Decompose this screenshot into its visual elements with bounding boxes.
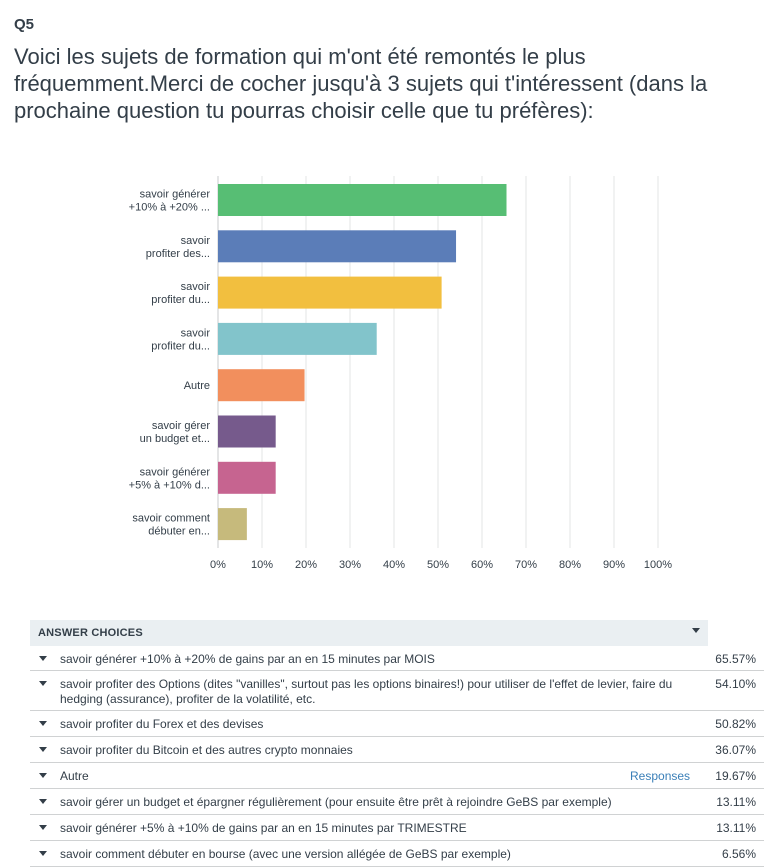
category-label: savoir générer +5% à +10% d...: [129, 466, 211, 491]
bar[interactable]: [218, 322, 377, 355]
question-title: Voici les sujets de formation qui m'ont …: [14, 44, 708, 123]
answer-percent: 6.56%: [721, 847, 756, 861]
category-label: savoir générer +10% à +20% ...: [129, 189, 211, 214]
expand-chevron-icon[interactable]: [39, 825, 47, 830]
x-tick-label: 70%: [515, 559, 537, 571]
expand-chevron-icon[interactable]: [39, 681, 47, 686]
answer-text: savoir gérer un budget et épargner régul…: [60, 795, 612, 809]
answer-percent: 54.10%: [715, 677, 756, 691]
bar-chart: 0% 10% 20% 30% 40% 50% 60% 70% 80% 90% 100% savoir …: [0, 152, 768, 600]
x-tick-label: 50%: [427, 559, 449, 571]
x-tick-label: 40%: [383, 559, 405, 571]
bar[interactable]: [218, 461, 276, 494]
category-label: savoir gérer un budget et...: [140, 420, 211, 445]
x-tick-label: 0%: [210, 559, 226, 571]
x-tick-label: 30%: [339, 559, 361, 571]
expand-chevron-icon[interactable]: [39, 773, 47, 778]
bar[interactable]: [218, 230, 457, 263]
bar[interactable]: [218, 369, 305, 402]
answer-text: savoir générer +5% à +10% de gains par a…: [60, 821, 467, 835]
category-label: Autre: [184, 380, 210, 392]
bar[interactable]: [218, 415, 276, 448]
answer-percent: 13.11%: [716, 821, 756, 835]
answer-percent: 65.57%: [715, 652, 756, 666]
table-header[interactable]: ANSWER CHOICES: [30, 620, 708, 646]
answer-percent: 19.67%: [715, 769, 756, 783]
answer-percent: 36.07%: [715, 743, 756, 757]
table-row[interactable]: savoir profiter du Bitcoin et des autres…: [30, 737, 764, 763]
question-header: Q5 Voici les sujets de formation qui m'o…: [0, 0, 768, 136]
x-tick-label: 20%: [295, 559, 317, 571]
answer-choices-header: ANSWER CHOICES: [38, 627, 143, 639]
chart-svg: 0% 10% 20% 30% 40% 50% 60% 70% 80% 90% 100% savoir …: [129, 176, 672, 571]
answer-text: savoir profiter du Bitcoin et des autres…: [60, 743, 353, 757]
table-row[interactable]: savoir profiter du Forex et des devises 5…: [30, 711, 764, 737]
category-label: savoir profiter des...: [146, 235, 211, 260]
bar[interactable]: [218, 276, 442, 309]
table-row[interactable]: savoir gérer un budget et épargner régul…: [30, 789, 764, 815]
answer-text: savoir profiter des Options (dites "vani…: [60, 677, 673, 706]
answer-percent: 13.11%: [716, 795, 756, 809]
answer-text: Autre: [60, 769, 89, 783]
category-label: savoir comment débuter en...: [132, 513, 210, 538]
expand-chevron-icon[interactable]: [39, 799, 47, 804]
question-number: Q5: [14, 16, 35, 33]
responses-link[interactable]: Responses: [630, 769, 691, 783]
bar[interactable]: [218, 184, 507, 216]
table-row[interactable]: savoir générer +10% à +20% de gains par …: [30, 646, 764, 671]
x-tick-label: 100%: [644, 559, 672, 571]
table-row[interactable]: savoir profiter des Options (dites "vani…: [30, 671, 764, 711]
x-tick-label: 90%: [603, 559, 625, 571]
table-row[interactable]: savoir générer +5% à +10% de gains par a…: [30, 815, 764, 841]
expand-chevron-icon[interactable]: [39, 851, 47, 856]
answer-percent: 50.82%: [715, 717, 756, 731]
category-label: savoir profiter du...: [151, 327, 210, 352]
expand-chevron-icon[interactable]: [39, 747, 47, 752]
table-row[interactable]: Autre Responses 19.67%: [30, 763, 764, 789]
answer-table: ANSWER CHOICES savoir générer +10% à +20…: [30, 620, 764, 867]
expand-chevron-icon[interactable]: [39, 721, 47, 726]
x-tick-label: 80%: [559, 559, 581, 571]
sort-chevron-icon[interactable]: [692, 628, 700, 633]
answer-text: savoir générer +10% à +20% de gains par …: [60, 652, 435, 666]
table-body: savoir générer +10% à +20% de gains par …: [30, 646, 764, 867]
x-tick-label: 10%: [251, 559, 273, 571]
bar[interactable]: [218, 508, 247, 541]
table-row[interactable]: savoir comment débuter en bourse (avec u…: [30, 841, 764, 867]
x-tick-label: 60%: [471, 559, 493, 571]
answer-text: savoir comment débuter en bourse (avec u…: [60, 847, 511, 861]
answer-text: savoir profiter du Forex et des devises: [60, 717, 264, 731]
category-label: savoir profiter du...: [151, 281, 210, 306]
expand-chevron-icon[interactable]: [39, 656, 47, 661]
